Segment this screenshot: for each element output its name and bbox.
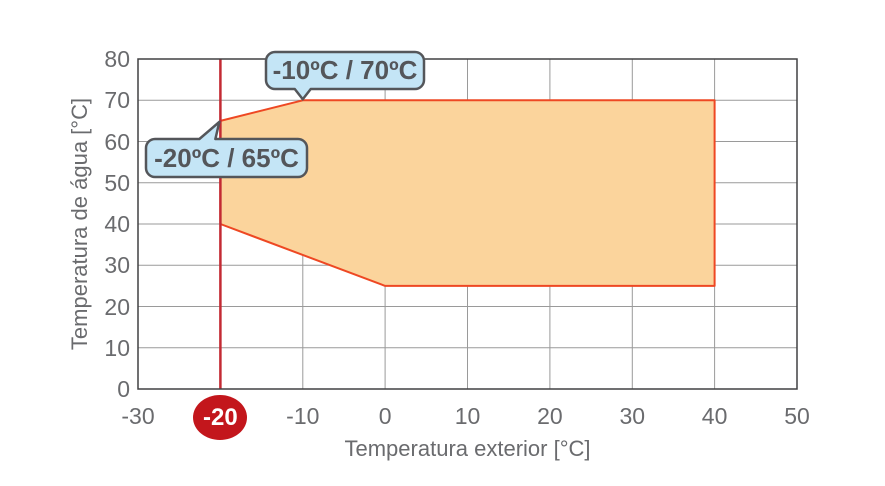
- operating-envelope-region: [219, 99, 716, 287]
- plot-border: [137, 58, 798, 390]
- y-axis-title: Temperatura de água [°C]: [67, 97, 92, 351]
- callout-minus20-65: -20ºC / 65ºC: [154, 142, 299, 173]
- callout-bubble-minus10-70: [264, 50, 426, 101]
- callout-minus10-70: -10ºC / 70ºC: [272, 55, 418, 85]
- x-axis-title: Temperatura exterior [°C]: [344, 436, 591, 461]
- callout-bubble-minus20-65: [144, 120, 309, 179]
